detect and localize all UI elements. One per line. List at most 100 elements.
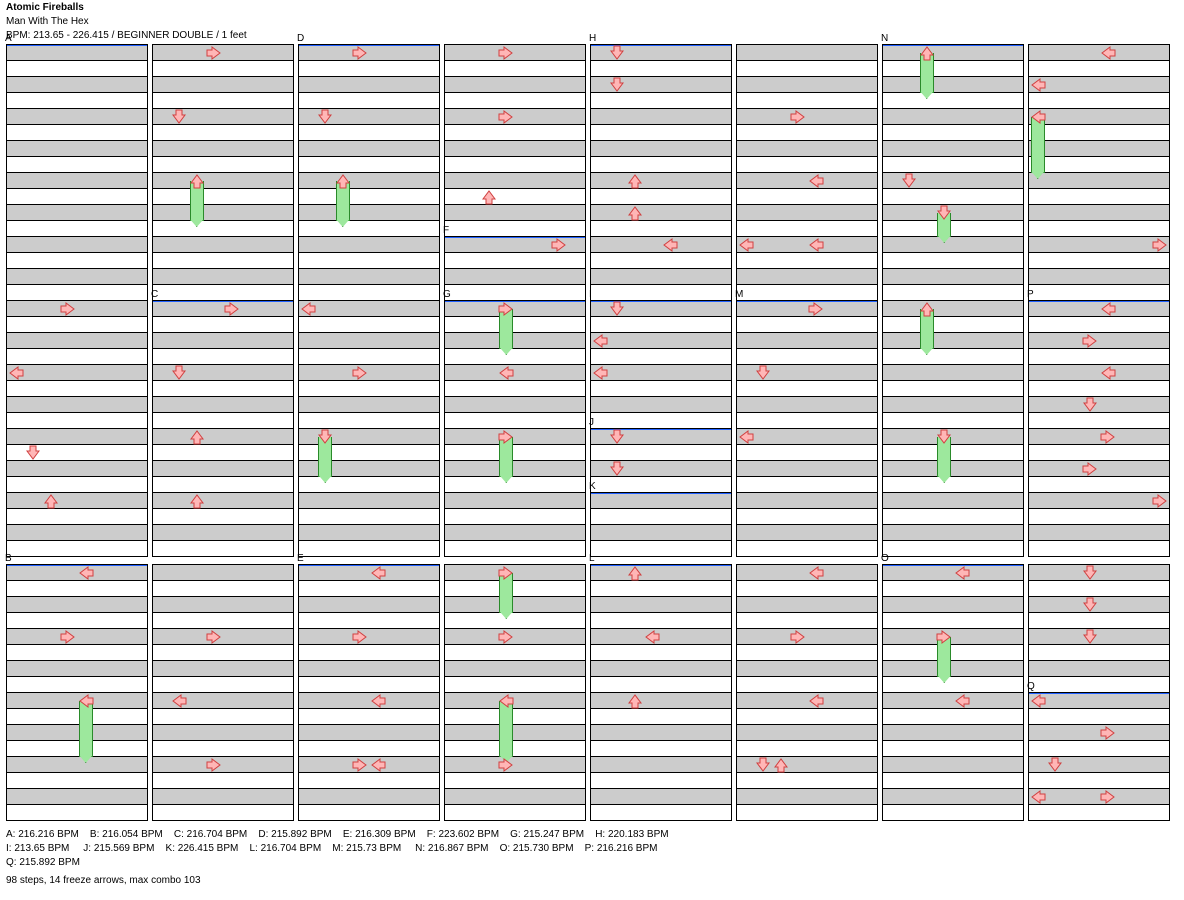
beat-row — [1029, 597, 1169, 613]
beat-row — [299, 141, 439, 157]
beat-row — [591, 381, 731, 397]
beat-row — [153, 789, 293, 805]
chart-column: D — [298, 44, 440, 557]
beat-row — [737, 173, 877, 189]
hold-body — [499, 437, 513, 477]
beat-row — [737, 253, 877, 269]
beat-row — [7, 61, 147, 77]
section-label: P — [1027, 289, 1034, 300]
beat-row — [1029, 629, 1169, 645]
beat-row — [445, 349, 585, 365]
section-label: B — [5, 553, 12, 564]
beat-row — [153, 173, 293, 189]
beat-row — [7, 597, 147, 613]
beat-row — [883, 301, 1023, 317]
beat-row — [1029, 381, 1169, 397]
section-label: D — [297, 33, 304, 44]
beat-row — [1029, 365, 1169, 381]
beat-row — [299, 541, 439, 557]
beat-row — [737, 189, 877, 205]
beat-row — [445, 205, 585, 221]
beat-row — [883, 397, 1023, 413]
beat-row — [153, 709, 293, 725]
beat-row — [591, 253, 731, 269]
chart-column: E — [298, 564, 440, 821]
beat-row — [153, 741, 293, 757]
beat-row — [7, 541, 147, 557]
beat-row — [737, 413, 877, 429]
beat-row — [1029, 661, 1169, 677]
beat-row — [737, 109, 877, 125]
beat-row — [591, 493, 731, 509]
beat-row — [1029, 397, 1169, 413]
beat-row — [883, 597, 1023, 613]
beat-row — [1029, 565, 1169, 581]
beat-row — [1029, 109, 1169, 125]
beat-row — [7, 349, 147, 365]
beat-row — [299, 93, 439, 109]
beat-row — [299, 205, 439, 221]
beat-row — [1029, 805, 1169, 821]
beat-row — [737, 381, 877, 397]
beat-row — [299, 109, 439, 125]
beat-row — [7, 709, 147, 725]
beat-row — [7, 413, 147, 429]
beat-row — [153, 413, 293, 429]
page-subtitle: Man With The Hex — [6, 16, 89, 27]
beat-row — [153, 333, 293, 349]
beat-row — [153, 189, 293, 205]
beat-row — [591, 805, 731, 821]
beat-row — [445, 397, 585, 413]
beat-row — [591, 269, 731, 285]
beat-row — [445, 757, 585, 773]
beat-row — [445, 597, 585, 613]
hold-body — [937, 213, 951, 237]
beat-row — [445, 429, 585, 445]
beat-row — [737, 725, 877, 741]
beat-row — [299, 365, 439, 381]
beat-row — [153, 613, 293, 629]
beat-row — [445, 157, 585, 173]
bpm-line: Q: 215.892 BPM — [6, 856, 669, 870]
beat-row — [153, 461, 293, 477]
hold-body — [920, 53, 934, 93]
beat-row — [299, 757, 439, 773]
beat-row — [737, 709, 877, 725]
beat-row — [883, 285, 1023, 301]
beat-row — [1029, 77, 1169, 93]
beat-row — [1029, 581, 1169, 597]
beat-row — [153, 109, 293, 125]
beat-row — [591, 365, 731, 381]
beat-row — [7, 565, 147, 581]
beat-row — [737, 61, 877, 77]
beat-row — [153, 157, 293, 173]
beat-row — [445, 301, 585, 317]
beat-row — [1029, 269, 1169, 285]
beat-row — [153, 541, 293, 557]
beat-row — [153, 285, 293, 301]
beat-row — [737, 77, 877, 93]
beat-row — [591, 789, 731, 805]
beat-row — [591, 125, 731, 141]
beat-row — [7, 93, 147, 109]
beat-row — [299, 677, 439, 693]
section-label: M — [735, 289, 743, 300]
beat-row — [7, 677, 147, 693]
beat-row — [7, 493, 147, 509]
beat-row — [299, 301, 439, 317]
beat-row — [883, 221, 1023, 237]
beat-row — [153, 773, 293, 789]
beat-row — [737, 365, 877, 381]
beat-row — [737, 445, 877, 461]
beat-row — [737, 221, 877, 237]
beat-row — [445, 445, 585, 461]
bpm-table: A: 216.216 BPM B: 216.054 BPM C: 216.704… — [6, 828, 669, 870]
beat-row — [737, 773, 877, 789]
beat-row — [7, 173, 147, 189]
beat-row — [737, 693, 877, 709]
beat-row — [445, 253, 585, 269]
beat-row — [445, 741, 585, 757]
beat-row — [1029, 693, 1169, 709]
beat-row — [299, 597, 439, 613]
section-label: O — [881, 553, 889, 564]
